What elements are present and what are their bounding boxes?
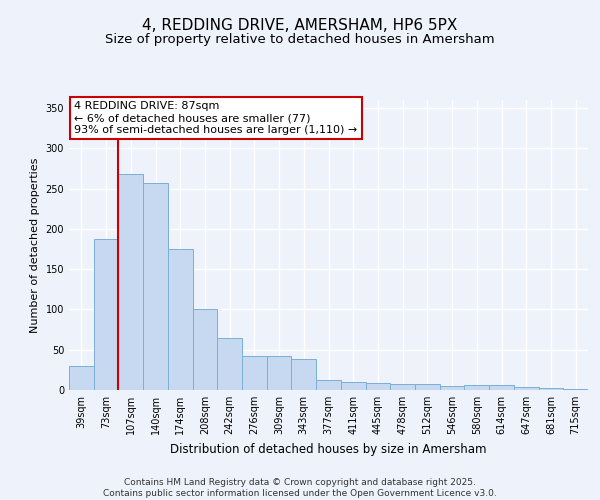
Y-axis label: Number of detached properties: Number of detached properties [30,158,40,332]
Bar [267,356,292,390]
Bar [168,249,193,390]
Bar [217,338,242,390]
Text: 4, REDDING DRIVE, AMERSHAM, HP6 5PX: 4, REDDING DRIVE, AMERSHAM, HP6 5PX [142,18,458,32]
Bar [464,385,489,390]
Bar [118,174,143,390]
Bar [292,360,316,390]
Bar [365,383,390,390]
Text: 4 REDDING DRIVE: 87sqm
← 6% of detached houses are smaller (77)
93% of semi-deta: 4 REDDING DRIVE: 87sqm ← 6% of detached … [74,102,358,134]
Bar [316,380,341,390]
Bar [193,310,217,390]
Bar [415,384,440,390]
Text: Contains HM Land Registry data © Crown copyright and database right 2025.
Contai: Contains HM Land Registry data © Crown c… [103,478,497,498]
Bar [390,384,415,390]
X-axis label: Distribution of detached houses by size in Amersham: Distribution of detached houses by size … [170,442,487,456]
Bar [143,183,168,390]
Bar [69,366,94,390]
Bar [242,356,267,390]
Bar [341,382,365,390]
Bar [563,389,588,390]
Bar [514,387,539,390]
Bar [539,388,563,390]
Bar [94,238,118,390]
Bar [440,386,464,390]
Bar [489,385,514,390]
Text: Size of property relative to detached houses in Amersham: Size of property relative to detached ho… [105,32,495,46]
